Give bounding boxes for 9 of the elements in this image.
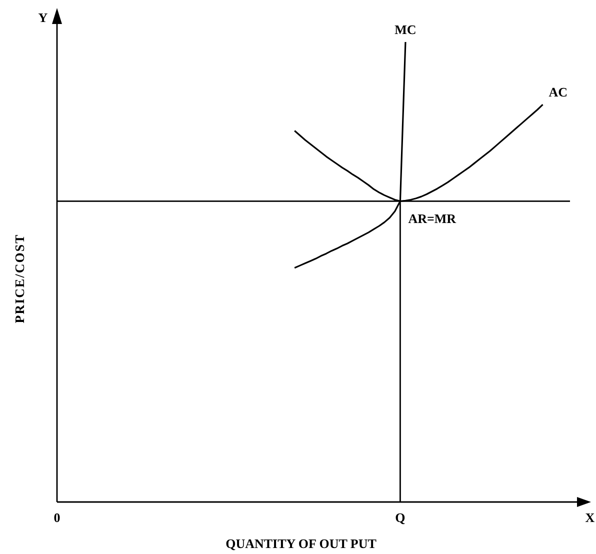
text: Y (38, 10, 48, 25)
y-axis-title: PRICE/COST (12, 234, 27, 324)
series-label: AC (548, 84, 568, 100)
ref-line-label: AR=MR (408, 211, 457, 226)
x-tick-label: Q (395, 510, 406, 525)
x-tick-label: 0 (54, 510, 60, 525)
text: X (585, 510, 596, 525)
x-axis-title: QUANTITY OF OUT PUT (226, 536, 377, 551)
series-label: MC (394, 22, 416, 37)
